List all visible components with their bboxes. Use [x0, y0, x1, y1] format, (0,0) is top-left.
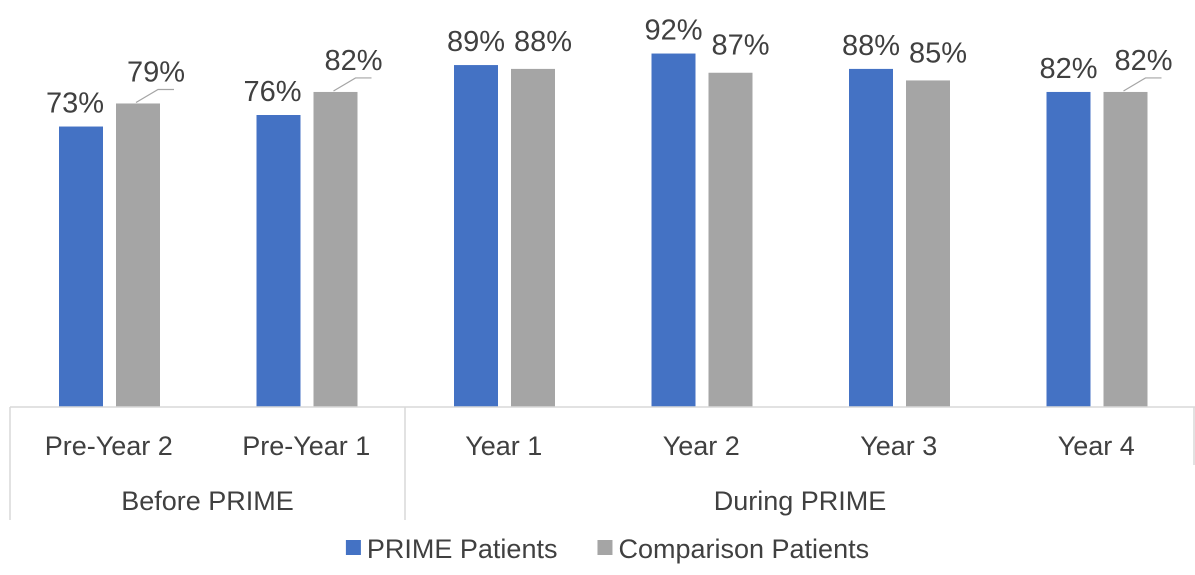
bar-prime-pre-year-1	[256, 115, 301, 408]
leader-line	[135, 88, 174, 103]
legend: PRIME Patients Comparison Patients	[345, 534, 869, 564]
group-label: During PRIME	[714, 486, 887, 516]
data-label: 88%	[842, 30, 900, 62]
category-axis	[9, 406, 1195, 520]
data-label: 92%	[644, 15, 702, 47]
tick-labels-layer: Pre-Year 2 Pre-Year 1 Year 1 Year 2 Year 3 Ye…	[45, 431, 1135, 461]
bar-comparison-pre-year-2	[116, 103, 160, 408]
legend-swatch	[345, 540, 361, 555]
data-label: 87%	[711, 30, 769, 62]
bar-prime-pre-year-2	[59, 126, 103, 407]
bar-prime-year-1	[454, 65, 498, 407]
tick-label: Year 1	[465, 431, 542, 461]
bar-prime-year-3	[849, 68, 893, 408]
legend-label: PRIME Patients	[367, 534, 558, 564]
data-label: 82%	[1114, 45, 1172, 77]
bar-prime-year-4	[1046, 91, 1091, 408]
bar-comparison-year-4	[1103, 91, 1148, 408]
tick-label: Year 3	[860, 431, 937, 461]
group-label: Before PRIME	[121, 486, 294, 516]
tick-label: Pre-Year 1	[242, 431, 370, 461]
data-label: 89%	[447, 26, 505, 58]
bar-comparison-pre-year-1	[313, 91, 358, 408]
tick-label: Year 4	[1058, 431, 1135, 461]
data-labels-layer: 73% 79% 76% 82% 89% 88% 92% 87% 88% 85% 82% 82%	[46, 15, 1173, 120]
legend-swatch	[597, 540, 613, 555]
legend-label: Comparison Patients	[618, 534, 869, 564]
tick-label: Year 2	[663, 431, 740, 461]
group-labels-layer: Before PRIME During PRIME	[121, 486, 886, 516]
bar-comparison-year-2	[708, 72, 753, 407]
bar-prime-year-2	[651, 53, 696, 407]
leader-line	[1123, 77, 1162, 92]
data-label: 88%	[514, 26, 572, 58]
data-label: 82%	[324, 45, 382, 77]
data-label: 82%	[1039, 53, 1097, 85]
data-label: 85%	[909, 37, 967, 69]
data-label: 76%	[243, 76, 301, 108]
tick-label: Pre-Year 2	[45, 431, 173, 461]
data-label: 79%	[127, 56, 185, 88]
bars-layer	[59, 53, 1148, 408]
leader-lines-layer	[135, 77, 1162, 103]
data-label: 73%	[46, 88, 104, 120]
bar-comparison-year-3	[906, 80, 950, 408]
leader-line	[333, 77, 372, 92]
bar-comparison-year-1	[511, 68, 555, 408]
